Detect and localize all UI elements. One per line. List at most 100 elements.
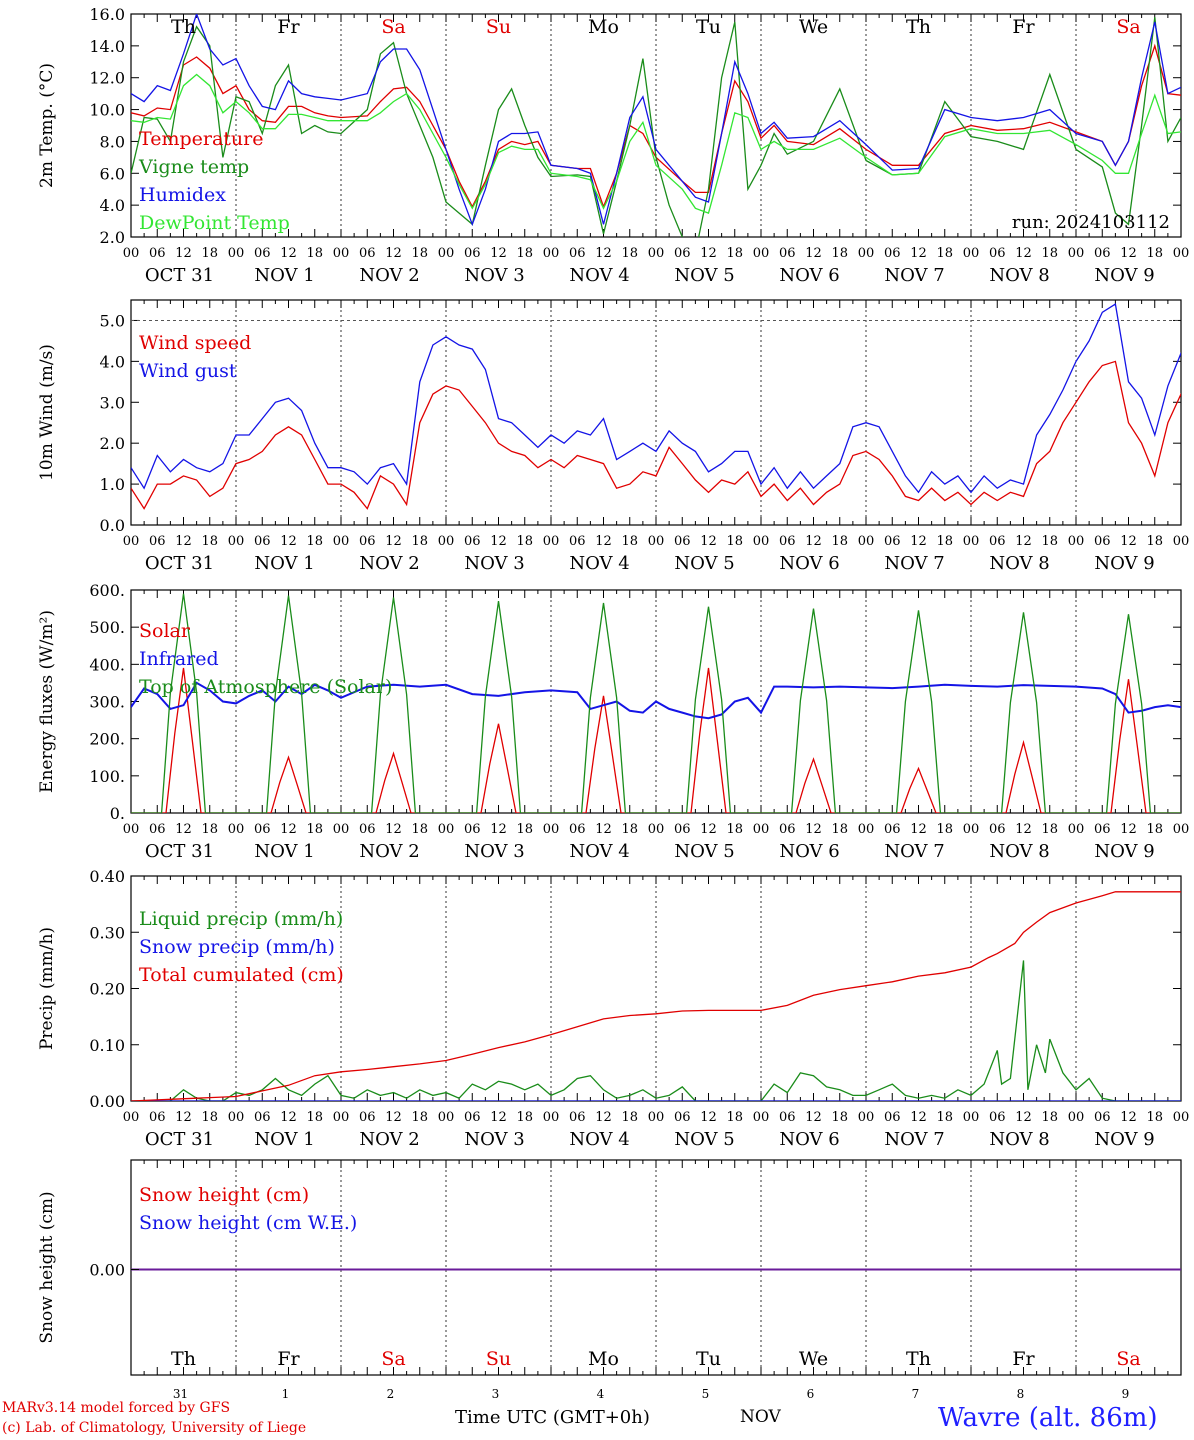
x-date-label: NOV 9 <box>1094 1129 1154 1150</box>
x-date-label: NOV 3 <box>464 553 524 574</box>
series-line-top-of-atmosphere-solar- <box>131 593 1181 813</box>
x-hour-label: 06 <box>464 246 481 261</box>
x-hour-label: 12 <box>910 822 927 837</box>
day-number: 3 <box>492 1387 500 1401</box>
x-hour-label: 00 <box>1068 822 1085 837</box>
x-hour-label: 00 <box>333 246 350 261</box>
x-date-label: NOV 3 <box>464 841 524 862</box>
legend-entry: Snow height (cm W.E.) <box>139 1212 357 1234</box>
footer-model-credit: MARv3.14 model forced by GFS <box>2 1400 231 1416</box>
day-name-bottom: Th <box>171 1348 196 1370</box>
day-name-top: Mo <box>588 16 619 38</box>
y-tick-label: 1.0 <box>100 475 125 494</box>
x-hour-label: 06 <box>359 246 376 261</box>
x-hour-label: 18 <box>936 246 953 261</box>
x-hour-label: 06 <box>569 534 586 549</box>
series-line-total-cumulated-cm- <box>131 891 1181 1101</box>
x-hour-label: 12 <box>700 246 717 261</box>
x-date-label: NOV 6 <box>779 1129 839 1150</box>
x-date-label: NOV 2 <box>359 841 419 862</box>
x-hour-label: 00 <box>858 246 875 261</box>
day-number: 6 <box>807 1387 815 1401</box>
x-date-label: OCT 31 <box>145 553 214 574</box>
day-name-bottom: Fr <box>277 1348 300 1370</box>
x-hour-label: 12 <box>1015 534 1032 549</box>
x-hour-label: 18 <box>411 822 428 837</box>
y-tick-label: 0.00 <box>89 1092 125 1111</box>
x-hour-label: 12 <box>280 534 297 549</box>
station-name: Wavre (alt. 86m) <box>938 1403 1158 1433</box>
x-date-label: NOV 1 <box>254 553 314 574</box>
x-hour-label: 18 <box>1146 822 1163 837</box>
x-date-label: NOV 9 <box>1094 553 1154 574</box>
x-date-label: NOV 3 <box>464 265 524 286</box>
legend-entry: Humidex <box>139 184 226 206</box>
x-hour-label: 12 <box>385 534 402 549</box>
x-hour-label: 18 <box>411 246 428 261</box>
x-hour-label: 06 <box>359 534 376 549</box>
series-line-temperature <box>131 43 1181 209</box>
x-hour-label: 00 <box>753 534 770 549</box>
x-date-label: NOV 4 <box>569 841 629 862</box>
x-hour-label: 00 <box>858 822 875 837</box>
x-hour-label: 18 <box>306 1110 323 1125</box>
y-tick-label: 0.10 <box>89 1036 125 1055</box>
x-hour-label: 00 <box>963 534 980 549</box>
day-number: 1 <box>282 1387 290 1401</box>
x-hour-label: 00 <box>753 246 770 261</box>
x-hour-label: 12 <box>700 534 717 549</box>
x-hour-label: 12 <box>595 822 612 837</box>
run-annotation: run: 2024103112 <box>1012 212 1170 233</box>
series-line-humidex <box>131 14 1181 227</box>
x-date-label: NOV 4 <box>569 1129 629 1150</box>
x-hour-label: 06 <box>254 534 271 549</box>
x-hour-label: 00 <box>438 246 455 261</box>
x-hour-label: 06 <box>254 822 271 837</box>
x-hour-label: 12 <box>1015 822 1032 837</box>
x-hour-label: 18 <box>831 534 848 549</box>
x-hour-label: 18 <box>306 534 323 549</box>
x-hour-label: 00 <box>858 534 875 549</box>
x-hour-label: 06 <box>884 246 901 261</box>
x-hour-label: 00 <box>228 1110 245 1125</box>
day-name-bottom: Mo <box>588 1348 619 1370</box>
legend-entry: Wind gust <box>139 360 237 382</box>
x-hour-label: 00 <box>123 1110 140 1125</box>
x-hour-label: 18 <box>1041 1110 1058 1125</box>
day-name-top: Tu <box>696 16 721 38</box>
panel-temp: 2.0 4.0 6.0 8.0 10.0 12.0 14.0 16.0 2m Temp. (°C… <box>37 5 1189 286</box>
x-hour-label: 18 <box>201 1110 218 1125</box>
y-tick-label: 14.0 <box>89 37 125 56</box>
x-hour-label: 06 <box>989 1110 1006 1125</box>
x-hour-label: 06 <box>779 1110 796 1125</box>
x-hour-label: 12 <box>1015 1110 1032 1125</box>
x-hour-label: 00 <box>543 1110 560 1125</box>
x-date-label: NOV 2 <box>359 553 419 574</box>
day-name-bottom: Sa <box>381 1348 405 1370</box>
x-hour-label: 00 <box>963 1110 980 1125</box>
x-date-label: NOV 7 <box>884 265 944 286</box>
y-axis-label: Energy fluxes (W/m²) <box>37 610 57 793</box>
x-hour-label: 06 <box>1094 822 1111 837</box>
x-hour-label: 06 <box>464 534 481 549</box>
x-hour-label: 18 <box>201 534 218 549</box>
x-hour-label: 06 <box>674 1110 691 1125</box>
x-hour-label: 00 <box>858 1110 875 1125</box>
x-hour-label: 12 <box>910 534 927 549</box>
y-tick-label: 8.0 <box>100 132 125 151</box>
x-hour-label: 06 <box>254 1110 271 1125</box>
legend-entry: Snow height (cm) <box>139 1184 309 1206</box>
x-hour-label: 00 <box>648 246 665 261</box>
legend-entry: Wind speed <box>139 332 251 354</box>
x-hour-label: 18 <box>831 822 848 837</box>
x-hour-label: 06 <box>779 822 796 837</box>
x-date-label: NOV 1 <box>254 841 314 862</box>
x-hour-label: 12 <box>595 246 612 261</box>
day-name-bottom: Fr <box>1012 1348 1035 1370</box>
day-name-top: We <box>799 16 828 38</box>
x-date-label: NOV 7 <box>884 841 944 862</box>
x-hour-label: 00 <box>333 534 350 549</box>
y-tick-label: 16.0 <box>89 5 125 24</box>
y-tick-label: 400. <box>89 655 125 674</box>
